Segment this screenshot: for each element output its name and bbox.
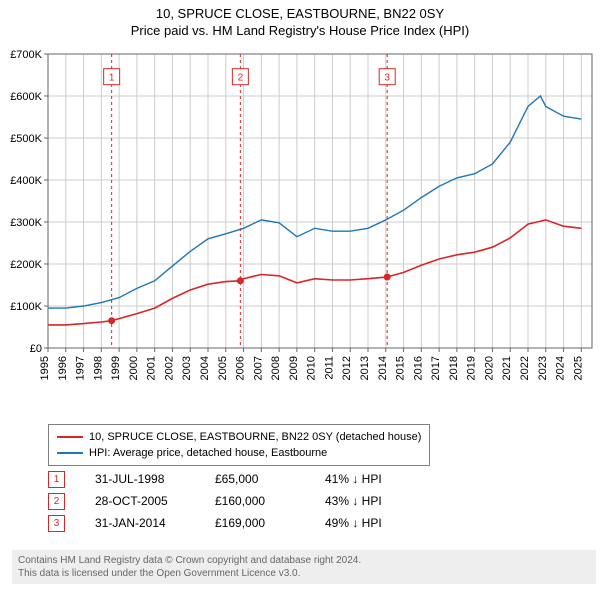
svg-text:2012: 2012 [341, 356, 353, 380]
svg-text:3: 3 [384, 73, 390, 84]
sale-delta: 43% ↓ HPI [325, 494, 425, 508]
svg-text:£400K: £400K [10, 175, 42, 187]
sale-date: 31-JUL-1998 [95, 472, 215, 486]
svg-text:1: 1 [109, 73, 115, 84]
footer-line: This data is licensed under the Open Gov… [18, 567, 590, 580]
page: 10, SPRUCE CLOSE, EASTBOURNE, BN22 0SY P… [0, 0, 600, 590]
legend-item: 10, SPRUCE CLOSE, EASTBOURNE, BN22 0SY (… [57, 429, 421, 445]
svg-text:2013: 2013 [359, 356, 371, 380]
legend: 10, SPRUCE CLOSE, EASTBOURNE, BN22 0SY (… [48, 424, 430, 466]
svg-text:1999: 1999 [110, 356, 122, 380]
sale-marker-icon: 1 [48, 471, 65, 488]
footer-line: Contains HM Land Registry data © Crown c… [18, 554, 590, 567]
svg-text:2015: 2015 [395, 356, 407, 380]
chart-svg: £0 £100K £200K £300K £400K £500K £600K £700K 199… [0, 48, 600, 418]
legend-label: 10, SPRUCE CLOSE, EASTBOURNE, BN22 0SY (… [89, 431, 421, 443]
svg-text:2010: 2010 [306, 356, 318, 380]
chart-subtitle: Price paid vs. HM Land Registry's House … [0, 23, 600, 40]
svg-text:2009: 2009 [288, 356, 300, 380]
sale-price: £169,000 [215, 516, 325, 530]
svg-text:1997: 1997 [75, 356, 87, 380]
svg-text:£300K: £300K [10, 217, 42, 229]
svg-text:2011: 2011 [323, 356, 335, 380]
svg-text:£0: £0 [30, 343, 42, 355]
sale-date: 31-JAN-2014 [95, 516, 215, 530]
svg-text:2019: 2019 [466, 356, 478, 380]
chart-titles: 10, SPRUCE CLOSE, EASTBOURNE, BN22 0SY P… [0, 0, 600, 40]
chart-title: 10, SPRUCE CLOSE, EASTBOURNE, BN22 0SY [0, 6, 600, 23]
svg-text:£600K: £600K [10, 91, 42, 103]
svg-text:1998: 1998 [92, 356, 104, 380]
svg-text:2: 2 [238, 73, 244, 84]
legend-swatch [57, 452, 83, 454]
svg-text:2025: 2025 [572, 356, 584, 380]
sale-delta: 41% ↓ HPI [325, 472, 425, 486]
svg-text:2004: 2004 [199, 356, 211, 380]
sales-row: 2 28-OCT-2005 £160,000 43% ↓ HPI [48, 490, 425, 512]
legend-label: HPI: Average price, detached house, East… [89, 447, 327, 459]
footer-attribution: Contains HM Land Registry data © Crown c… [12, 550, 596, 584]
sale-marker-icon: 3 [48, 515, 65, 532]
svg-text:2001: 2001 [146, 356, 158, 380]
svg-text:2005: 2005 [217, 356, 229, 380]
svg-text:£100K: £100K [10, 301, 42, 313]
sale-price: £65,000 [215, 472, 325, 486]
svg-text:2003: 2003 [181, 356, 193, 380]
legend-swatch [57, 436, 83, 438]
chart: £0 £100K £200K £300K £400K £500K £600K £700K 199… [0, 48, 600, 418]
svg-text:2016: 2016 [412, 356, 424, 380]
svg-text:2017: 2017 [430, 356, 442, 380]
sale-marker-icon: 2 [48, 493, 65, 510]
svg-text:2023: 2023 [537, 356, 549, 380]
svg-text:2020: 2020 [483, 356, 495, 380]
sale-delta: 49% ↓ HPI [325, 516, 425, 530]
svg-text:2002: 2002 [163, 356, 175, 380]
svg-text:£200K: £200K [10, 259, 42, 271]
svg-text:2014: 2014 [377, 356, 389, 380]
svg-text:2000: 2000 [128, 356, 140, 380]
svg-text:1996: 1996 [57, 356, 69, 380]
sale-date: 28-OCT-2005 [95, 494, 215, 508]
sales-row: 1 31-JUL-1998 £65,000 41% ↓ HPI [48, 468, 425, 490]
sales-row: 3 31-JAN-2014 £169,000 49% ↓ HPI [48, 512, 425, 534]
svg-text:2024: 2024 [555, 356, 567, 380]
svg-text:1995: 1995 [39, 356, 51, 380]
svg-text:2022: 2022 [519, 356, 531, 380]
svg-text:2008: 2008 [270, 356, 282, 380]
sale-price: £160,000 [215, 494, 325, 508]
svg-text:2018: 2018 [448, 356, 460, 380]
svg-text:2006: 2006 [235, 356, 247, 380]
svg-text:£500K: £500K [10, 133, 42, 145]
svg-text:2021: 2021 [501, 356, 513, 380]
svg-text:2007: 2007 [252, 356, 264, 380]
legend-item: HPI: Average price, detached house, East… [57, 445, 421, 461]
sales-table: 1 31-JUL-1998 £65,000 41% ↓ HPI 2 28-OCT… [48, 468, 425, 534]
svg-text:£700K: £700K [10, 49, 42, 61]
